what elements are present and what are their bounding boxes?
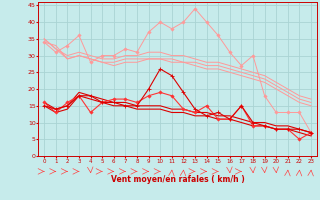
X-axis label: Vent moyen/en rafales ( km/h ): Vent moyen/en rafales ( km/h ) (111, 175, 244, 184)
